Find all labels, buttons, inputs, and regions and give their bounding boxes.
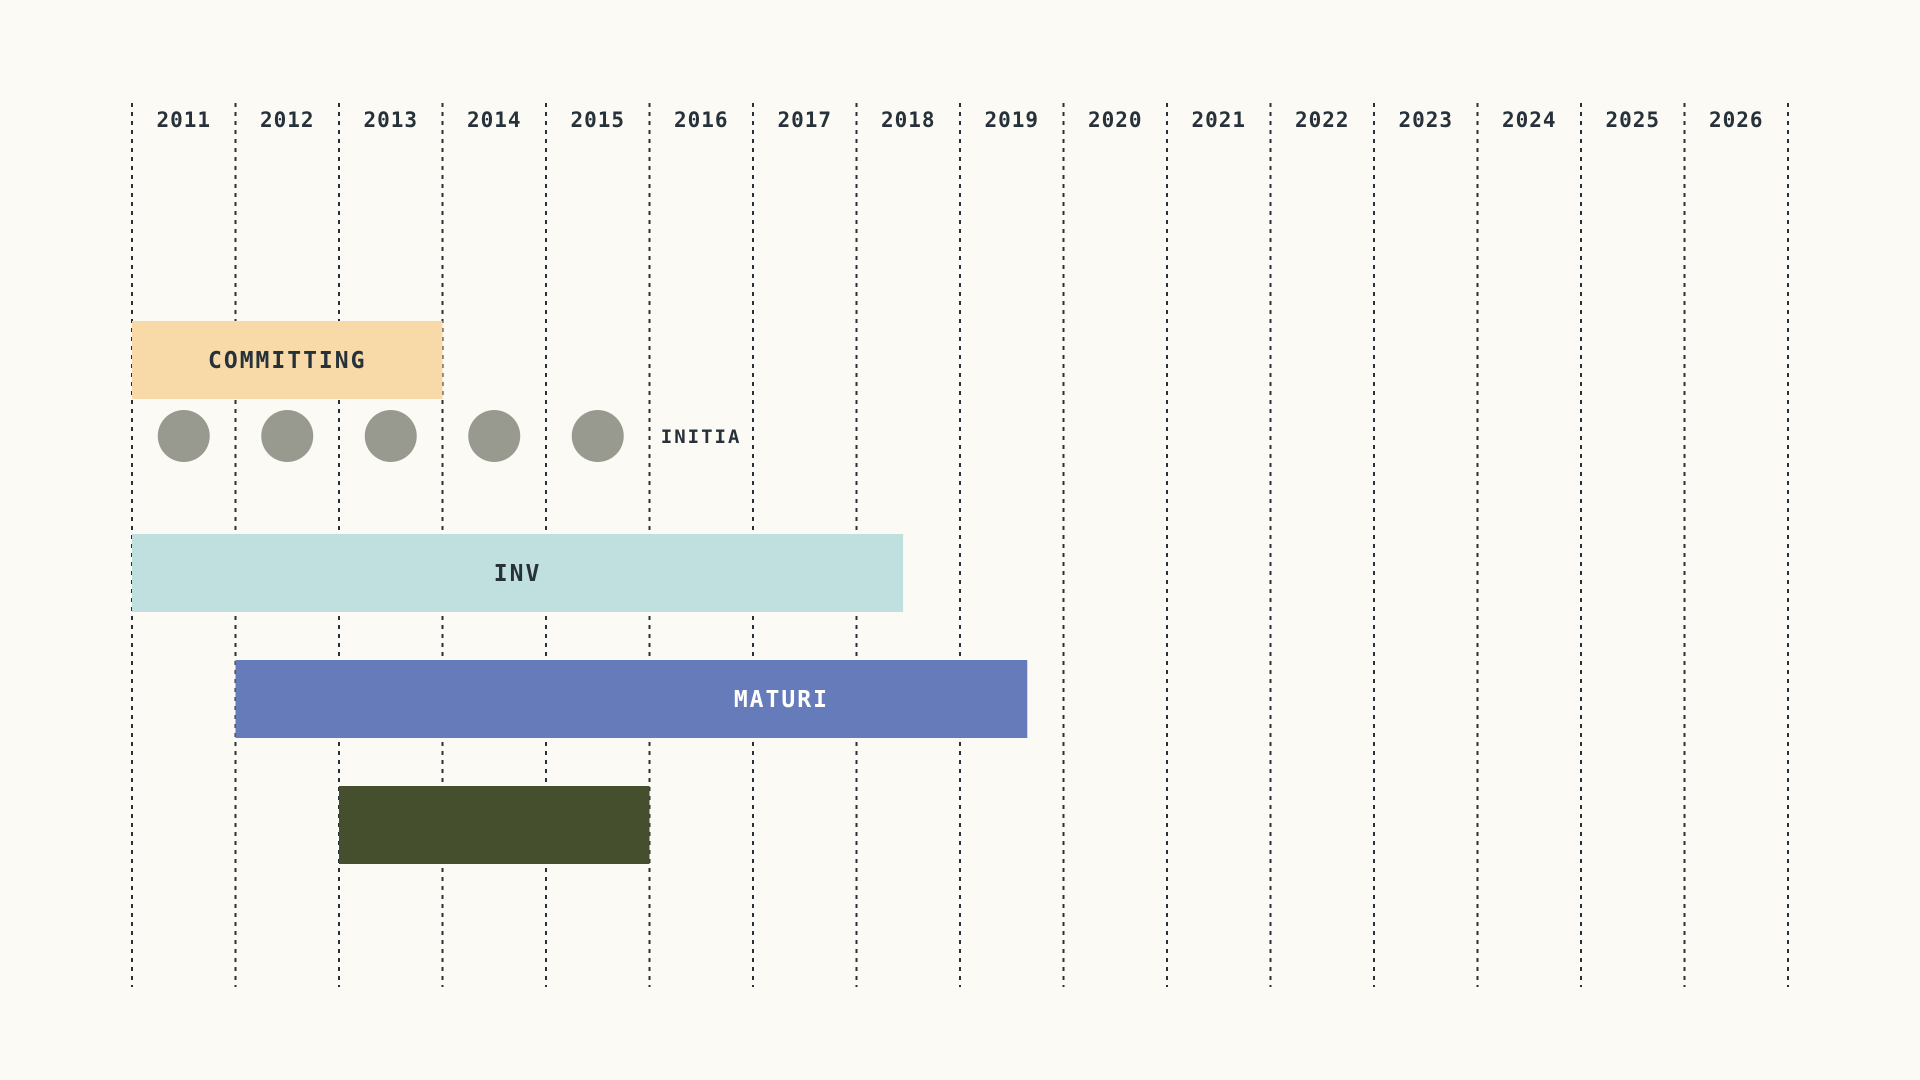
gantt-bar: [339, 786, 650, 864]
x-tick-label: 2020: [1088, 108, 1143, 132]
x-tick-label: 2019: [984, 108, 1039, 132]
milestone-marker: [364, 410, 417, 462]
x-tick-label: 2021: [1191, 108, 1246, 132]
milestone-marker: [571, 410, 624, 462]
milestone-marker: [468, 410, 521, 462]
x-tick-label: 2014: [467, 108, 522, 132]
x-tick-label: 2012: [260, 108, 315, 132]
bar-label: INV: [494, 561, 542, 587]
x-tick-label: 2016: [674, 108, 729, 132]
x-tick-label: 2015: [570, 108, 625, 132]
x-tick-label: 2023: [1398, 108, 1453, 132]
x-tick-label: 2026: [1709, 108, 1764, 132]
x-tick-label: 2025: [1605, 108, 1660, 132]
x-tick-label: 2022: [1295, 108, 1350, 132]
x-tick-label: 2011: [156, 108, 211, 132]
x-tick-label: 2024: [1502, 108, 1557, 132]
bar-label: MATURI: [734, 687, 829, 713]
marker-row-label: INITIA: [661, 426, 742, 448]
milestone-marker: [261, 410, 314, 462]
bar-label: COMMITTING: [208, 348, 366, 374]
x-tick-label: 2013: [363, 108, 418, 132]
x-tick-label: 2017: [777, 108, 832, 132]
gantt-bar: [132, 321, 443, 399]
x-tick-label: 2018: [881, 108, 936, 132]
milestone-marker: [157, 410, 210, 462]
gantt-bar: [235, 660, 1028, 738]
gantt-bar: [132, 534, 904, 612]
